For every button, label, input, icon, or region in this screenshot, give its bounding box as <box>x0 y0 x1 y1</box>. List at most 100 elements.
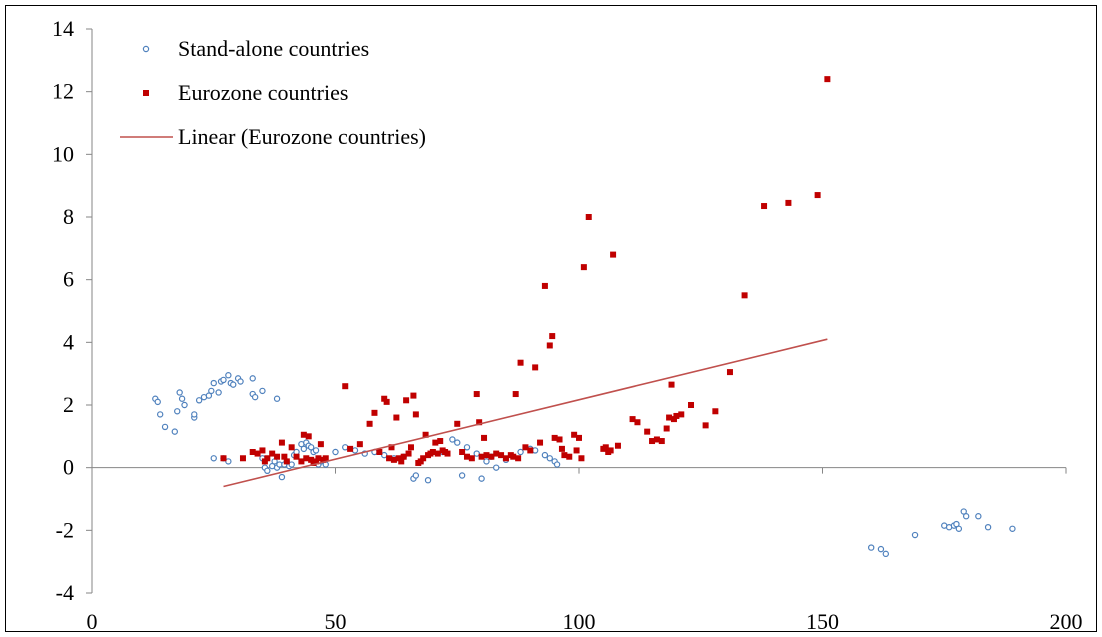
eurozone-point <box>305 433 312 440</box>
standalone-point <box>449 436 456 443</box>
eurozone-point <box>578 455 585 462</box>
eurozone-point <box>549 333 556 340</box>
eurozone-point <box>502 455 509 462</box>
eurozone-point <box>673 412 680 419</box>
standalone-point <box>546 455 553 462</box>
standalone-point <box>156 411 164 418</box>
standalone-point <box>412 472 420 479</box>
standalone-point <box>424 477 432 484</box>
eurozone-point <box>476 419 483 426</box>
standalone-point <box>342 444 349 451</box>
standalone-point <box>882 550 890 558</box>
eurozone-point <box>444 450 451 457</box>
eurozone-point <box>824 76 831 83</box>
eurozone-point <box>702 422 709 429</box>
x-tick-label: 100 <box>563 609 596 634</box>
standalone-point <box>220 376 227 384</box>
standalone-point <box>332 448 339 456</box>
standalone-point <box>178 395 186 402</box>
standalone-point <box>463 444 471 451</box>
eurozone-point <box>371 409 378 416</box>
standalone-point <box>210 379 217 387</box>
standalone-point <box>911 531 919 539</box>
eurozone-point <box>658 438 665 445</box>
eurozone-point <box>785 199 792 206</box>
standalone-point <box>962 513 970 520</box>
legend-label: Linear (Eurozone countries) <box>178 124 426 149</box>
standalone-point <box>191 411 198 418</box>
standalone-point <box>251 393 259 401</box>
eurozone-point <box>249 449 256 455</box>
eurozone-point <box>561 452 568 459</box>
eurozone-point <box>317 441 324 448</box>
y-tick-label: 4 <box>63 329 74 354</box>
legend-marker-standalone <box>142 45 150 53</box>
eurozone-point <box>261 458 268 465</box>
eurozone-point <box>481 434 488 441</box>
eurozone-point <box>558 445 565 452</box>
eurozone-point <box>376 449 383 455</box>
standalone-point <box>264 467 271 474</box>
standalone-point <box>541 451 549 459</box>
eurozone-point <box>473 391 480 398</box>
standalone-point <box>225 458 232 465</box>
eurozone-point <box>388 444 395 451</box>
eurozone-point <box>532 364 539 371</box>
standalone-point <box>288 461 295 468</box>
eurozone-point <box>585 214 592 220</box>
eurozone-point <box>407 444 414 451</box>
eurozone-point <box>356 441 363 448</box>
standalone-point <box>210 455 217 462</box>
eurozone-point <box>649 438 656 445</box>
standalone-point <box>171 428 178 435</box>
eurozone-point <box>607 447 614 454</box>
eurozone-point <box>678 411 685 418</box>
eurozone-point <box>571 431 578 438</box>
eurozone-point <box>303 455 310 462</box>
eurozone-point <box>420 455 427 462</box>
eurozone-point <box>437 438 444 445</box>
eurozone-point <box>541 282 548 289</box>
eurozone-point <box>498 452 505 459</box>
y-tick-label: 8 <box>63 204 74 229</box>
chart-frame <box>5 5 1097 632</box>
standalone-point <box>478 475 485 482</box>
eurozone-point <box>283 458 290 465</box>
eurozone-point <box>566 453 573 460</box>
eurozone-point <box>395 455 402 462</box>
eurozone-point <box>274 453 281 460</box>
legend-label: Stand-alone countries <box>178 36 369 61</box>
eurozone-point <box>393 414 400 421</box>
eurozone-point <box>259 447 266 454</box>
eurozone-point <box>537 439 544 446</box>
eurozone-point <box>239 455 246 462</box>
standalone-point <box>517 448 524 456</box>
eurozone-point <box>342 383 349 390</box>
standalone-point <box>1009 525 1016 532</box>
standalone-point <box>454 439 461 446</box>
standalone-point <box>960 508 967 515</box>
x-tick-label: 0 <box>87 609 98 634</box>
eurozone-point <box>264 455 271 462</box>
y-tick-label: 10 <box>52 141 74 166</box>
eurozone-point <box>381 395 388 402</box>
eurozone-point <box>366 420 373 427</box>
eurozone-point <box>422 431 429 438</box>
standalone-point <box>975 513 982 520</box>
eurozone-point <box>459 449 466 455</box>
standalone-point <box>877 545 885 553</box>
eurozone-point <box>383 398 390 405</box>
standalone-point <box>215 389 222 396</box>
standalone-point <box>307 444 315 451</box>
eurozone-point <box>434 450 441 457</box>
legend-marker-eurozone <box>143 90 149 96</box>
standalone-point <box>312 447 320 454</box>
eurozone-point <box>512 391 519 398</box>
eurozone-point <box>644 428 651 435</box>
standalone-point <box>181 401 188 409</box>
standalone-point <box>278 473 286 481</box>
eurozone-point <box>254 450 261 457</box>
eurozone-point <box>527 447 534 454</box>
standalone-point <box>237 378 244 385</box>
